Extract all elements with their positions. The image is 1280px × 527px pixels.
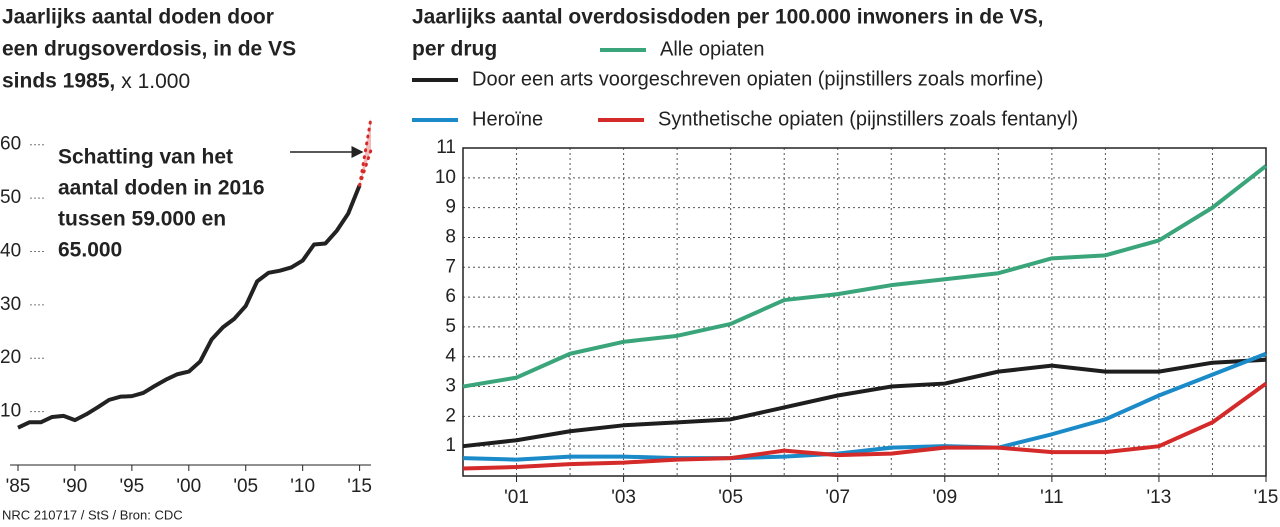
chart-title: Jaarlijks aantal doden door bbox=[2, 6, 274, 29]
y-tick-label: 11 bbox=[436, 137, 456, 158]
legend-label: Alle opiaten bbox=[660, 38, 765, 60]
annotation: Schatting van het bbox=[58, 146, 233, 169]
y-tick-label: 8 bbox=[445, 226, 456, 247]
y-tick-label: 1 bbox=[445, 435, 456, 456]
y-tick-label: 5 bbox=[445, 316, 456, 337]
y-tick-label: 40 bbox=[0, 240, 21, 261]
x-tick-label: '15 bbox=[1254, 487, 1279, 508]
data-line bbox=[17, 184, 362, 430]
y-tick-label: 60 bbox=[0, 134, 21, 155]
legend-label: Heroïne bbox=[472, 108, 543, 130]
x-tick-label: '05 bbox=[233, 476, 258, 497]
x-tick-label: '03 bbox=[611, 487, 636, 508]
x-tick-label: '85 bbox=[6, 476, 31, 497]
y-tick-label: 9 bbox=[445, 197, 456, 218]
x-tick-label: '00 bbox=[176, 476, 201, 497]
y-tick-label: 6 bbox=[445, 286, 456, 307]
y-tick-label: 2 bbox=[445, 405, 456, 426]
data-line bbox=[462, 164, 1268, 389]
x-tick-label: '01 bbox=[504, 487, 529, 508]
data-line bbox=[462, 357, 1267, 449]
y-tick-label: 4 bbox=[445, 346, 456, 367]
x-tick-label: '05 bbox=[718, 487, 743, 508]
x-tick-label: '15 bbox=[347, 476, 372, 497]
x-tick-label: '90 bbox=[63, 476, 88, 497]
source: NRC 210717 / StS / Bron: CDC bbox=[2, 507, 183, 522]
annotation: 65.000 bbox=[58, 239, 122, 262]
chart-title: sinds 1985, x 1.000 bbox=[2, 70, 190, 93]
x-tick-label: '07 bbox=[825, 487, 850, 508]
legend-label: Door een arts voorgeschreven opiaten (pi… bbox=[472, 68, 1043, 90]
chart-subtitle: x 1.000 bbox=[121, 70, 190, 93]
estimate-high bbox=[358, 116, 373, 187]
x-tick-label: '95 bbox=[119, 476, 144, 497]
y-tick-label: 7 bbox=[445, 256, 456, 277]
y-tick-label: 10 bbox=[435, 167, 456, 188]
chart-title: een drugsoverdosis, in de VS bbox=[2, 38, 296, 61]
data-line bbox=[462, 351, 1267, 462]
x-tick-label: '09 bbox=[932, 487, 957, 508]
y-tick-label: 20 bbox=[0, 347, 21, 368]
chart-title: per drug bbox=[412, 38, 497, 61]
y-tick-label: 50 bbox=[0, 187, 21, 208]
x-tick-label: '10 bbox=[290, 476, 315, 497]
x-tick-label: '11 bbox=[1040, 487, 1063, 508]
x-tick-label: '13 bbox=[1147, 487, 1172, 508]
y-tick-label: 30 bbox=[0, 294, 21, 315]
legend-label: Synthetische opiaten (pijnstillers zoals… bbox=[658, 108, 1078, 130]
chart-title: Jaarlijks aantal overdosisdoden per 100.… bbox=[412, 6, 1043, 29]
data-line bbox=[462, 381, 1268, 471]
annotation: aantal doden in 2016 bbox=[58, 177, 265, 200]
annotation: tussen 59.000 en bbox=[58, 208, 226, 231]
plot-frame bbox=[462, 147, 1267, 477]
y-tick-label: 3 bbox=[445, 376, 456, 397]
y-tick-label: 10 bbox=[0, 401, 21, 422]
